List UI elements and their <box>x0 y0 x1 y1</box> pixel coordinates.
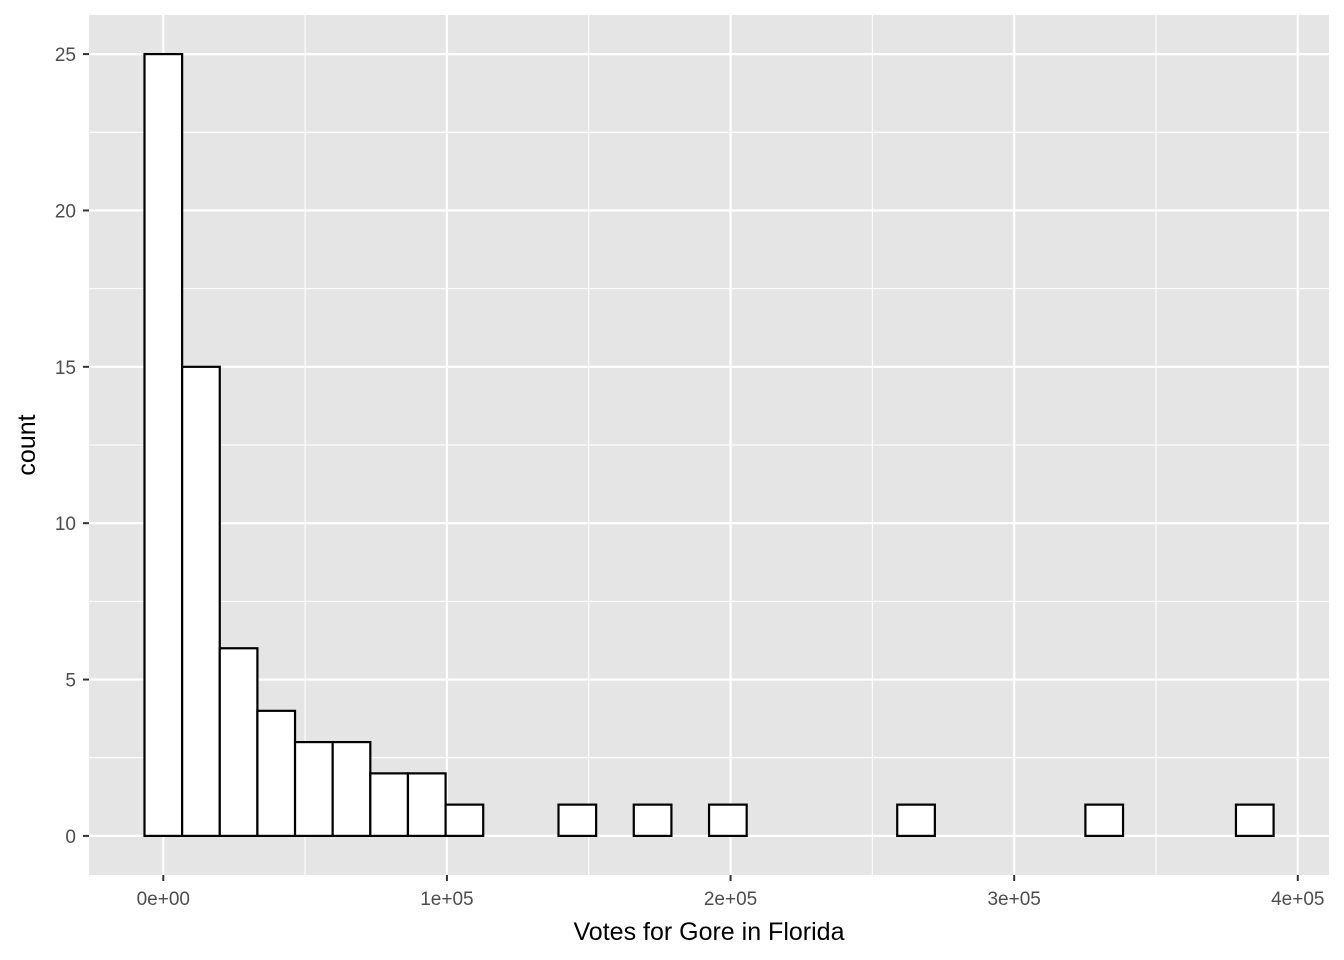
x-tick-label: 3e+05 <box>987 889 1040 910</box>
histogram-bar <box>707 803 748 838</box>
minor-gridlines <box>89 15 1329 875</box>
histogram-bar <box>406 772 447 838</box>
x-tick-label: 1e+05 <box>420 889 473 910</box>
y-tick-label: 0 <box>65 827 76 848</box>
histogram-bar <box>331 740 372 838</box>
y-tick-label: 15 <box>55 358 76 379</box>
y-tick-label: 10 <box>55 514 76 535</box>
x-tick-label: 0e+00 <box>137 889 190 910</box>
y-tick-label: 20 <box>55 201 76 222</box>
histogram-bars <box>143 52 1275 838</box>
y-axis: 0 5 10 15 20 25 <box>55 45 89 848</box>
histogram-bar <box>218 647 259 838</box>
histogram-bar <box>444 803 485 838</box>
x-tick-label: 2e+05 <box>704 889 757 910</box>
histogram-bar <box>1234 803 1275 838</box>
x-axis-title: Votes for Gore in Florida <box>574 918 845 946</box>
histogram-bar <box>557 803 598 838</box>
histogram-bar <box>1084 803 1125 838</box>
histogram-bar <box>181 365 221 838</box>
x-axis: 0e+00 1e+05 2e+05 3e+05 4e+05 <box>137 875 1324 910</box>
y-axis-title: count <box>13 414 41 475</box>
histogram-bar <box>256 709 297 838</box>
histogram-bar <box>143 52 184 838</box>
histogram-bar <box>896 803 936 838</box>
y-tick-label: 25 <box>55 45 76 66</box>
histogram-bar <box>369 772 410 838</box>
x-tick-label: 4e+05 <box>1271 889 1324 910</box>
histogram-bar <box>632 803 673 838</box>
y-tick-label: 5 <box>65 671 76 692</box>
histogram-bar <box>293 740 334 838</box>
